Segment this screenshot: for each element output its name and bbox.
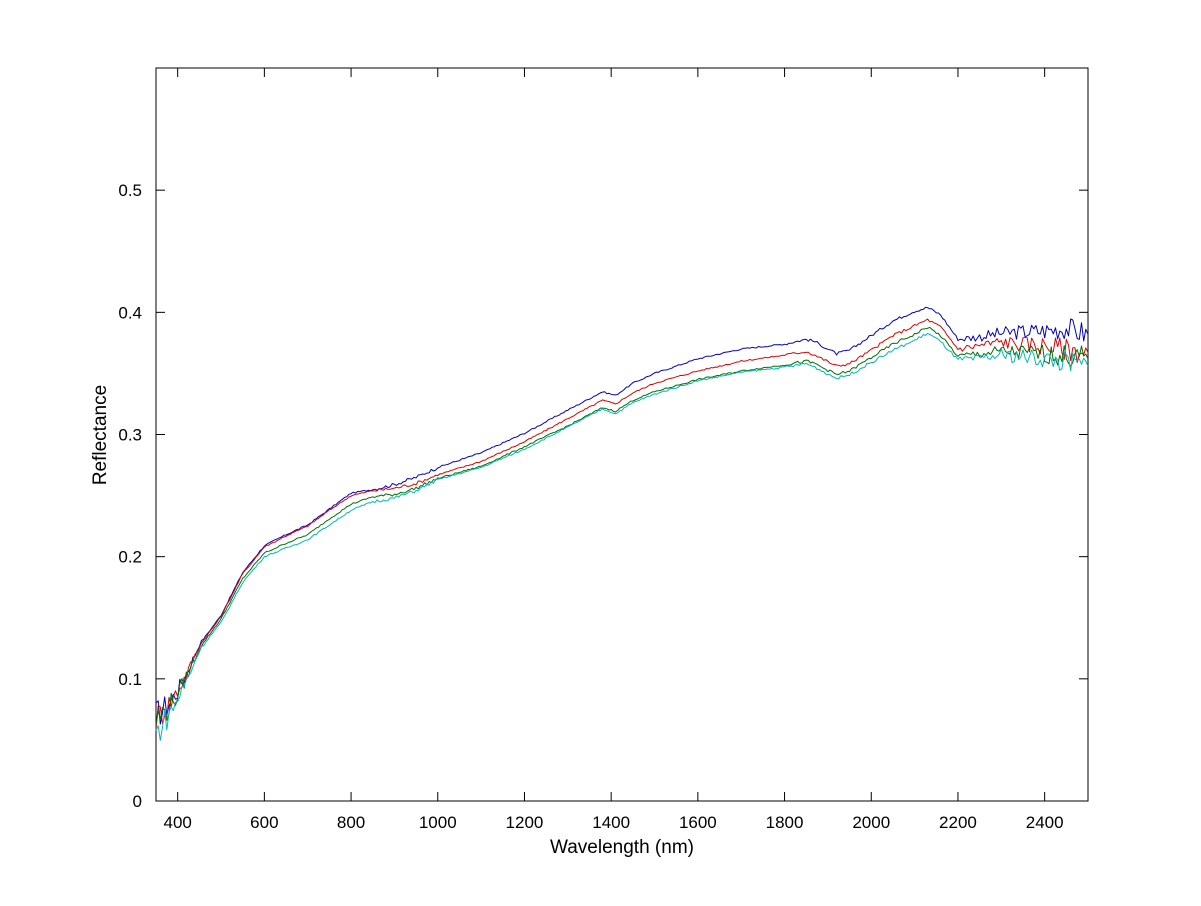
series-line-3 (155, 326, 1089, 725)
y-tick-label: 0.3 (118, 426, 142, 445)
x-tick-label: 1000 (419, 813, 457, 832)
series-line-4 (155, 332, 1089, 741)
x-tick-label: 400 (163, 813, 191, 832)
x-tick-label: 2200 (939, 813, 977, 832)
x-axis-label: Wavelength (nm) (550, 837, 694, 858)
x-tick-label: 2400 (1026, 813, 1064, 832)
y-axis-label: Reflectance (90, 385, 111, 485)
y-tick-label: 0.2 (118, 548, 142, 567)
x-tick-label: 1600 (679, 813, 717, 832)
plot-area (155, 67, 1089, 802)
y-tick-label: 0.5 (118, 181, 142, 200)
x-tick-label: 1800 (766, 813, 804, 832)
series-lines (155, 306, 1089, 741)
x-tick-label: 800 (337, 813, 365, 832)
y-tick-label: 0.4 (118, 303, 142, 322)
x-tick-label: 2000 (852, 813, 890, 832)
x-tick-label: 1200 (506, 813, 544, 832)
x-tick-label: 600 (250, 813, 278, 832)
y-tick-label: 0.1 (118, 670, 142, 689)
y-tick-label: 0 (133, 792, 142, 811)
x-tick-label: 1400 (592, 813, 630, 832)
axis-ticks: 400 600 800 1000 1200 1400 1600 1800 2000 2200 240… (118, 68, 1088, 832)
series-line-2 (155, 318, 1089, 730)
